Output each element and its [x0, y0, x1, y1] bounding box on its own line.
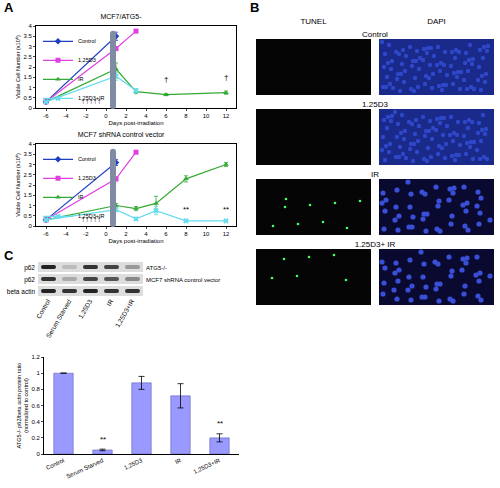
svg-text:2: 2: [124, 231, 128, 237]
svg-text:1.2: 1.2: [32, 354, 41, 360]
svg-text:p62: p62: [24, 276, 35, 284]
svg-text:6: 6: [164, 113, 168, 119]
svg-text:†: †: [164, 75, 168, 84]
svg-text:3.5: 3.5: [24, 151, 33, 157]
svg-text:3: 3: [29, 162, 33, 168]
svg-text:TUNEL: TUNEL: [300, 17, 327, 26]
svg-text:1,25D3+IR: 1,25D3+IR: [78, 213, 104, 219]
svg-text:8: 8: [184, 113, 188, 119]
svg-text:3: 3: [29, 44, 33, 50]
svg-text:Serum Starved: Serum Starved: [45, 298, 73, 339]
svg-text:2: 2: [29, 182, 33, 188]
svg-text:**: **: [217, 419, 223, 428]
svg-text:p62: p62: [24, 264, 35, 272]
svg-text:**: **: [183, 205, 189, 214]
svg-text:1,25D3: 1,25D3: [78, 175, 96, 181]
svg-text:1: 1: [29, 203, 33, 209]
svg-text:Viable Cell Number (x10⁶): Viable Cell Number (x10⁶): [15, 35, 21, 99]
svg-text:1.5: 1.5: [24, 192, 33, 198]
svg-text:-6: -6: [43, 113, 49, 119]
svg-text:Serum Starved: Serum Starved: [65, 457, 104, 479]
svg-text:0.6: 0.6: [32, 403, 41, 409]
svg-text:IR: IR: [78, 194, 84, 200]
svg-text:MCF7 shRNA control vector: MCF7 shRNA control vector: [78, 131, 165, 138]
html-text:C: C: [4, 248, 14, 263]
svg-text:0.4: 0.4: [32, 419, 41, 425]
svg-text:MCF7/ATG5-: MCF7/ATG5-: [100, 13, 142, 20]
svg-text:12: 12: [223, 231, 230, 237]
svg-text:Control: Control: [78, 38, 96, 44]
svg-text:Control: Control: [45, 457, 65, 471]
svg-text:1.25D3+ IR: 1.25D3+ IR: [355, 240, 396, 249]
svg-text:0: 0: [37, 451, 41, 457]
svg-text:IR: IR: [78, 76, 84, 82]
svg-text:↑↑↑↑↑: ↑↑↑↑↑: [81, 97, 101, 106]
svg-text:3.5: 3.5: [24, 33, 33, 39]
svg-text:-2: -2: [83, 231, 89, 237]
svg-text:2.5: 2.5: [24, 172, 33, 178]
svg-text:2: 2: [29, 64, 33, 70]
svg-text:4: 4: [144, 231, 148, 237]
svg-text:2.5: 2.5: [24, 54, 33, 60]
svg-text:4: 4: [29, 141, 33, 147]
svg-text:1.5: 1.5: [24, 74, 33, 80]
svg-text:8: 8: [184, 231, 188, 237]
html-text:A: A: [4, 0, 14, 15]
svg-text:1,25D3: 1,25D3: [123, 457, 144, 471]
svg-text:MCF7 shRNA control vector: MCF7 shRNA control vector: [146, 277, 220, 283]
svg-text:Days post-irradiation: Days post-irradiation: [108, 238, 163, 244]
svg-text:0: 0: [104, 113, 108, 119]
svg-text:1,25D3+IR: 1,25D3+IR: [114, 298, 136, 329]
svg-text:1.25D3: 1.25D3: [362, 100, 388, 109]
svg-text:-4: -4: [63, 231, 69, 237]
svg-text:1: 1: [37, 370, 41, 376]
svg-text:0.2: 0.2: [32, 435, 41, 441]
svg-text:-6: -6: [43, 231, 49, 237]
svg-text:0.5: 0.5: [24, 213, 33, 219]
svg-text:**: **: [223, 205, 229, 214]
svg-text:4: 4: [144, 113, 148, 119]
svg-text:IR: IR: [174, 457, 183, 465]
svg-text:0: 0: [104, 231, 108, 237]
svg-text:1,25D3: 1,25D3: [77, 298, 94, 320]
svg-text:Days post-irradiation: Days post-irradiation: [108, 120, 163, 126]
svg-text:1,25D3+IR: 1,25D3+IR: [78, 95, 104, 101]
svg-text:0.5: 0.5: [24, 95, 33, 101]
svg-text:Viable Cell Number (x10⁶): Viable Cell Number (x10⁶): [15, 153, 21, 217]
svg-text:**: **: [100, 435, 106, 444]
svg-text:IR: IR: [371, 170, 379, 179]
svg-text:†: †: [224, 73, 228, 82]
svg-text:-4: -4: [63, 113, 69, 119]
svg-text:-2: -2: [83, 113, 89, 119]
svg-text:2: 2: [124, 113, 128, 119]
svg-text:10: 10: [203, 231, 210, 237]
svg-text:0: 0: [29, 223, 33, 229]
svg-text:0: 0: [29, 105, 33, 111]
html-text:B: B: [250, 0, 260, 15]
svg-text:ATG5-/-: ATG5-/-: [146, 265, 167, 271]
svg-text:↑↑↑↑↑: ↑↑↑↑↑: [81, 215, 101, 224]
svg-text:1,25D3+IR: 1,25D3+IR: [192, 457, 221, 475]
svg-text:10: 10: [203, 113, 210, 119]
svg-text:beta actin: beta actin: [7, 288, 36, 295]
svg-text:Control: Control: [78, 156, 96, 162]
svg-text:Control: Control: [362, 30, 388, 39]
svg-text:ATG5-/- p62/beta actin protein: ATG5-/- p62/beta actin protein ratio(nor…: [16, 363, 29, 449]
svg-text:4: 4: [29, 23, 33, 29]
svg-text:12: 12: [223, 113, 230, 119]
svg-text:1,25D3: 1,25D3: [78, 57, 96, 63]
svg-text:1: 1: [29, 85, 33, 91]
svg-text:6: 6: [164, 231, 168, 237]
svg-text:IR: IR: [105, 298, 114, 307]
svg-text:Control: Control: [35, 298, 52, 320]
svg-text:0.8: 0.8: [32, 386, 41, 392]
svg-text:DAPI: DAPI: [427, 17, 446, 26]
